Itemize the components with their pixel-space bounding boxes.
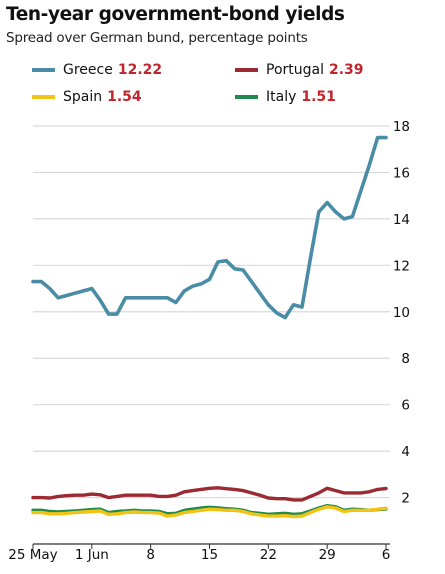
y-tick-label: 2 (401, 491, 410, 507)
y-tick-label: 6 (401, 398, 410, 414)
chart-title: Ten-year government-bond yields (6, 4, 345, 25)
legend-value-portugal: 2.39 (328, 62, 364, 78)
legend-item-spain: Spain 1.54 (32, 88, 142, 106)
legend-item-italy: Italy 1.51 (235, 88, 336, 106)
legend-swatch-italy (235, 95, 258, 99)
y-tick-label: 16 (393, 165, 410, 181)
x-tick-label: 6 (382, 547, 391, 563)
y-tick-label: 18 (393, 119, 410, 135)
x-tick-label: 25 May (8, 547, 57, 563)
legend-item-portugal: Portugal 2.39 (235, 61, 364, 79)
legend-label-spain: Spain (63, 89, 103, 105)
chart-subtitle: Spread over German bund, percentage poin… (6, 30, 308, 46)
series-line-portugal (31, 486, 388, 502)
legend-value-italy: 1.51 (301, 89, 336, 105)
series-line-greece (31, 135, 388, 320)
legend-swatch-portugal (235, 68, 258, 72)
legend-label-italy: Italy (266, 89, 297, 105)
x-tick-label: 15 (201, 547, 218, 563)
legend-item-greece: Greece 12.22 (32, 61, 162, 79)
y-tick-label: 14 (393, 212, 410, 228)
series-line-spain (31, 505, 388, 519)
legend-value-greece: 12.22 (117, 62, 163, 78)
y-tick-label: 12 (393, 258, 410, 274)
x-tick-label: 22 (260, 547, 277, 563)
x-tick-label: 8 (146, 547, 155, 563)
x-tick-label: 1 Jun (75, 547, 109, 563)
y-tick-label: 10 (393, 305, 410, 321)
legend-swatch-greece (32, 68, 55, 72)
legend-label-portugal: Portugal (266, 62, 324, 78)
legend-value-spain: 1.54 (107, 89, 142, 105)
y-tick-label: 4 (401, 444, 410, 460)
y-tick-label: 8 (401, 351, 410, 367)
legend-swatch-spain (32, 95, 55, 99)
legend-label-greece: Greece (63, 62, 113, 78)
x-tick-label: 29 (319, 547, 336, 563)
